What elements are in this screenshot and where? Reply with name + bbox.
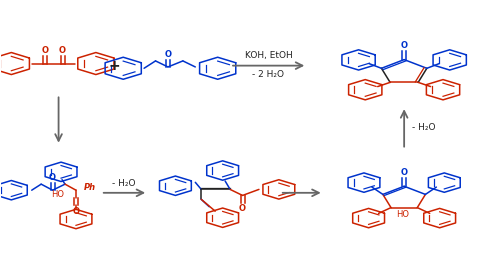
Text: HO: HO (51, 191, 64, 199)
Text: - H₂O: - H₂O (412, 123, 435, 132)
Text: O: O (72, 207, 80, 216)
Text: O: O (239, 204, 246, 213)
Text: HO: HO (396, 210, 409, 219)
Text: O: O (400, 41, 407, 50)
Text: O: O (164, 50, 172, 59)
Text: +: + (109, 59, 120, 73)
Text: Ph: Ph (84, 183, 96, 192)
Text: O: O (59, 46, 66, 55)
Text: O: O (49, 173, 56, 182)
Text: O: O (41, 46, 48, 55)
Text: - H₂O: - H₂O (112, 179, 136, 188)
Text: O: O (400, 168, 407, 177)
Text: KOH, EtOH: KOH, EtOH (244, 51, 292, 60)
Text: - 2 H₂O: - 2 H₂O (252, 70, 284, 79)
